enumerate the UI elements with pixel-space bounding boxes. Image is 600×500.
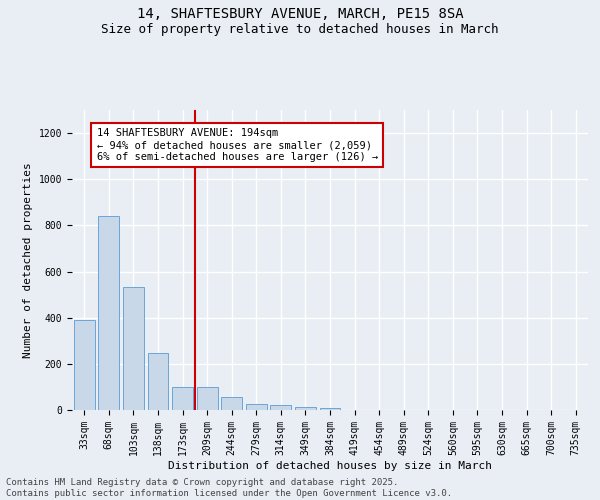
Bar xyxy=(271,406,292,410)
Bar xyxy=(221,398,242,410)
X-axis label: Distribution of detached houses by size in March: Distribution of detached houses by size … xyxy=(168,460,492,470)
Bar xyxy=(246,404,267,410)
Text: 14, SHAFTESBURY AVENUE, MARCH, PE15 8SA: 14, SHAFTESBURY AVENUE, MARCH, PE15 8SA xyxy=(137,8,463,22)
Y-axis label: Number of detached properties: Number of detached properties xyxy=(23,162,33,358)
Bar xyxy=(320,408,340,410)
Text: 14 SHAFTESBURY AVENUE: 194sqm
← 94% of detached houses are smaller (2,059)
6% of: 14 SHAFTESBURY AVENUE: 194sqm ← 94% of d… xyxy=(97,128,378,162)
Bar xyxy=(74,320,95,410)
Bar xyxy=(172,387,193,410)
Text: Contains HM Land Registry data © Crown copyright and database right 2025.
Contai: Contains HM Land Registry data © Crown c… xyxy=(6,478,452,498)
Text: Size of property relative to detached houses in March: Size of property relative to detached ho… xyxy=(101,22,499,36)
Bar xyxy=(197,387,218,410)
Bar xyxy=(295,406,316,410)
Bar xyxy=(148,353,169,410)
Bar xyxy=(98,216,119,410)
Bar xyxy=(123,286,144,410)
